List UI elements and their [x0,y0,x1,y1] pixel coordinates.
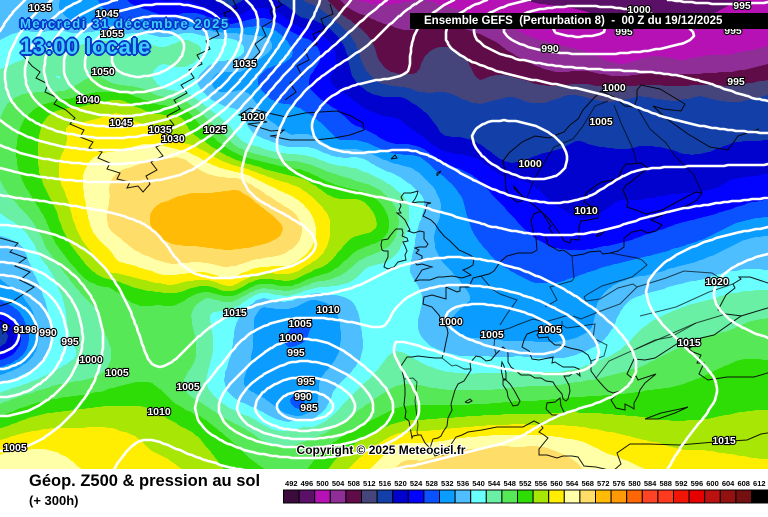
svg-text:1050: 1050 [91,66,115,78]
svg-text:1045: 1045 [109,117,133,129]
svg-text:1055: 1055 [100,28,124,40]
svg-text:520: 520 [394,479,407,488]
svg-text:600: 600 [706,479,719,488]
svg-text:1005: 1005 [176,381,200,393]
svg-text:528: 528 [425,479,438,488]
svg-text:1035: 1035 [148,124,172,136]
svg-text:512: 512 [363,479,376,488]
svg-text:1040: 1040 [76,94,100,106]
svg-text:990: 990 [294,391,312,403]
svg-text:588: 588 [659,479,672,488]
svg-text:564: 564 [566,479,579,488]
svg-text:584: 584 [644,479,657,488]
svg-text:9198: 9198 [13,324,37,336]
svg-text:985: 985 [300,402,318,414]
svg-text:990: 990 [39,327,57,339]
svg-text:1000: 1000 [518,158,542,170]
svg-text:608: 608 [737,479,750,488]
svg-text:612: 612 [753,479,766,488]
svg-text:1020: 1020 [705,276,729,288]
svg-text:536: 536 [457,479,470,488]
svg-text:572: 572 [597,479,610,488]
svg-text:1000: 1000 [439,316,463,328]
svg-text:524: 524 [410,479,423,488]
svg-text:9: 9 [2,322,8,334]
svg-text:1005: 1005 [589,116,613,128]
svg-text:995: 995 [733,0,751,12]
svg-text:596: 596 [691,479,704,488]
svg-text:580: 580 [628,479,641,488]
svg-text:990: 990 [541,43,559,55]
svg-text:496: 496 [301,479,314,488]
svg-text:1005: 1005 [105,367,129,379]
svg-text:995: 995 [61,336,79,348]
svg-text:516: 516 [379,479,392,488]
svg-text:1010: 1010 [574,205,598,217]
svg-text:1005: 1005 [538,324,562,336]
svg-text:504: 504 [332,479,345,488]
svg-text:552: 552 [519,479,532,488]
svg-text:604: 604 [722,479,735,488]
svg-text:1010: 1010 [147,406,171,418]
svg-text:1015: 1015 [223,307,247,319]
svg-text:1005: 1005 [288,318,312,330]
svg-text:1000: 1000 [279,332,303,344]
svg-text:1015: 1015 [677,337,701,349]
svg-text:1000: 1000 [79,354,103,366]
svg-text:576: 576 [613,479,626,488]
svg-text:492: 492 [285,479,298,488]
svg-text:1000: 1000 [602,82,626,94]
svg-text:1035: 1035 [233,58,257,70]
svg-text:568: 568 [581,479,594,488]
svg-text:995: 995 [297,376,315,388]
svg-text:592: 592 [675,479,688,488]
svg-text:1025: 1025 [203,124,227,136]
svg-text:1005: 1005 [3,442,27,454]
svg-text:540: 540 [472,479,485,488]
svg-text:1010: 1010 [316,304,340,316]
svg-text:1045: 1045 [95,8,119,20]
svg-text:1015: 1015 [712,435,736,447]
svg-text:556: 556 [535,479,548,488]
svg-text:995: 995 [287,347,305,359]
svg-text:Copyright © 2025 Meteociel.fr: Copyright © 2025 Meteociel.fr [297,443,466,457]
svg-text:532: 532 [441,479,454,488]
svg-text:548: 548 [503,479,516,488]
svg-text:1035: 1035 [28,2,52,14]
svg-text:1020: 1020 [241,111,265,123]
svg-text:1005: 1005 [480,329,504,341]
svg-text:508: 508 [347,479,360,488]
svg-text:1030: 1030 [161,133,185,145]
svg-text:560: 560 [550,479,563,488]
svg-text:544: 544 [488,479,501,488]
svg-text:500: 500 [316,479,329,488]
svg-text:995: 995 [727,76,745,88]
